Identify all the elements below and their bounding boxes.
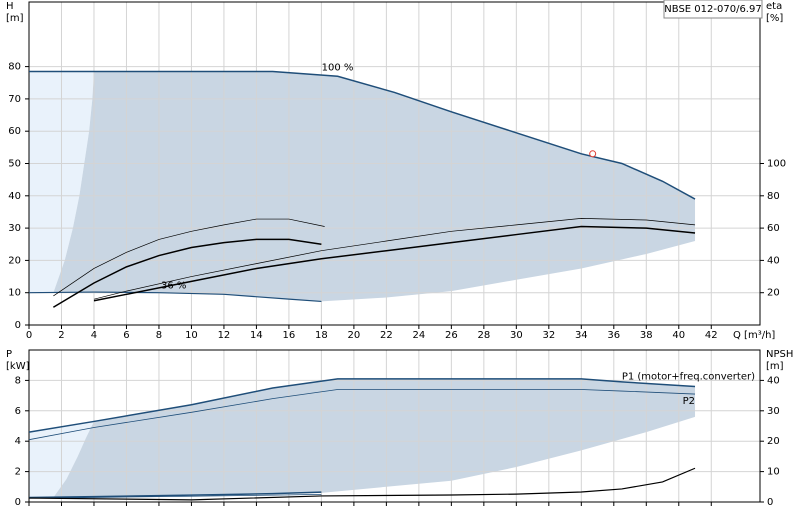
x-tick-label: 40 [672, 330, 685, 341]
y-tick-label: 8 [15, 375, 21, 386]
curve [93, 225, 696, 302]
y-tick-label: 0 [15, 497, 21, 508]
curve [93, 218, 696, 300]
y-tick-label: 80 [8, 62, 21, 73]
x-tick-label: 0 [26, 330, 32, 341]
grid [25, 1, 764, 506]
x-tick-label: 38 [640, 330, 653, 341]
y-axis-unit: [kW] [6, 361, 30, 372]
y2-tick-label: 80 [767, 191, 780, 202]
y-axis-label: H [6, 1, 14, 12]
x-tick-label: 14 [250, 330, 263, 341]
x-tick-label: 12 [218, 330, 231, 341]
y2-tick-label: 40 [767, 255, 780, 266]
curves [28, 70, 696, 501]
plot-frame [28, 349, 761, 503]
labels: 0 2 4 6 8 10 12 14 16 18 20 22 24 26 28 30 32 34 36 38 40 420… [6, 0, 793, 508]
y-tick-label: 6 [15, 406, 21, 417]
y2-tick-label: 0 [767, 497, 773, 508]
curve [28, 389, 696, 441]
y-axis-unit: [m] [6, 13, 24, 24]
x-tick-label: 36 [607, 330, 620, 341]
model-box [663, 0, 763, 19]
x-tick-label: 34 [575, 330, 588, 341]
curve [28, 291, 322, 303]
y2-tick-label: 100 [767, 159, 786, 170]
x-tick-label: 4 [91, 330, 97, 341]
y2-axis-label: eta [766, 1, 782, 12]
y-tick-label: 50 [8, 159, 21, 170]
x-axis-label: Q [m³/h] [733, 330, 775, 341]
curve [28, 491, 322, 499]
y2-axis-label: NPSH [766, 349, 793, 360]
y2-tick-label: 10 [767, 467, 780, 478]
y2-tick-label: 60 [767, 223, 780, 234]
y-tick-label: 60 [8, 126, 21, 137]
y-tick-label: 0 [15, 320, 21, 331]
x-tick-label: 22 [380, 330, 393, 341]
y-tick-label: 40 [8, 191, 21, 202]
curve [28, 494, 322, 499]
x-tick-label: 28 [477, 330, 490, 341]
x-tick-label: 10 [185, 330, 198, 341]
x-tick-label: 8 [156, 330, 162, 341]
y2-axis-unit: [m] [766, 361, 784, 372]
y-tick-label: 30 [8, 223, 21, 234]
series-label: P2 [683, 396, 695, 407]
y-axis-label: P [6, 349, 12, 360]
curve [53, 218, 325, 297]
plot-frame [28, 1, 761, 326]
x-tick-label: 42 [705, 330, 718, 341]
y-tick-label: 4 [15, 436, 21, 447]
series-label: 36 % [161, 281, 186, 292]
y2-tick-label: 40 [767, 375, 780, 386]
x-tick-label: 6 [123, 330, 129, 341]
y2-tick-label: 30 [767, 406, 780, 417]
duty-point [589, 150, 597, 158]
y-tick-label: 10 [8, 288, 21, 299]
y-tick-label: 20 [8, 255, 21, 266]
x-tick-label: 16 [283, 330, 296, 341]
y2-tick-label: 20 [767, 288, 780, 299]
x-tick-label: 18 [315, 330, 328, 341]
curve [29, 70, 696, 200]
y-tick-label: 2 [15, 467, 21, 478]
x-tick-label: 2 [58, 330, 64, 341]
x-tick-label: 30 [510, 330, 523, 341]
y2-axis-unit: [%] [766, 13, 783, 24]
y-tick-label: 70 [8, 94, 21, 105]
series-label: 100 % [322, 62, 354, 73]
model-name: NBSE 012-070/6.97 [664, 4, 761, 15]
curve [28, 378, 696, 433]
x-tick-label: 24 [412, 330, 425, 341]
x-tick-label: 32 [542, 330, 555, 341]
series-label: P1 (motor+freq.converter) [622, 371, 755, 382]
x-tick-label: 26 [445, 330, 458, 341]
curve [28, 467, 696, 501]
curve [52, 238, 322, 308]
y2-tick-label: 20 [767, 436, 780, 447]
x-tick-label: 20 [348, 330, 361, 341]
